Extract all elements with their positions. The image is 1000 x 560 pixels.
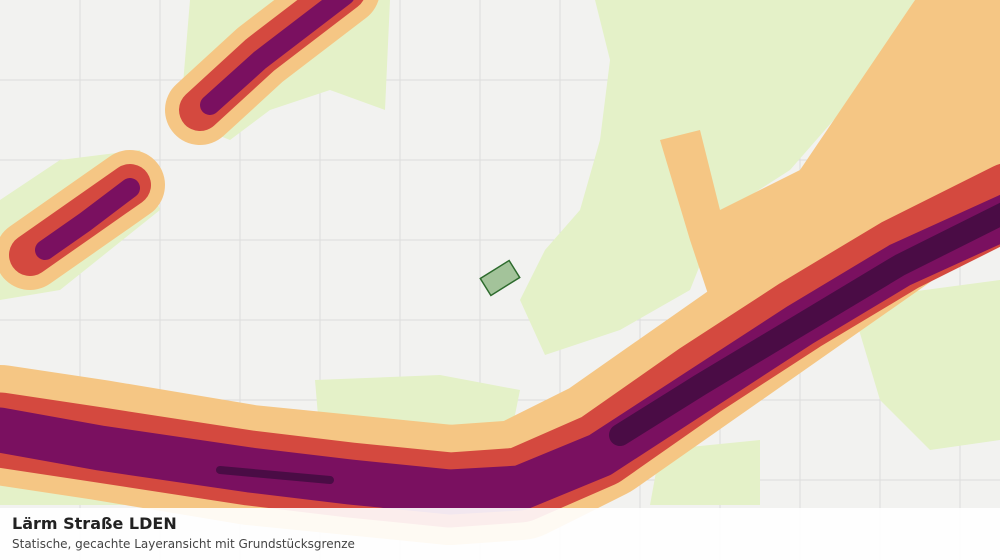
road-northwest bbox=[0, 0, 379, 290]
road-main bbox=[0, 101, 1000, 545]
parcel-boundary bbox=[479, 259, 521, 297]
map-subtitle: Statische, gecachte Layeransicht mit Gru… bbox=[12, 537, 355, 551]
orange-zone bbox=[660, 0, 1000, 300]
caption: Lärm Straße LDEN Statische, gecachte Lay… bbox=[0, 508, 1000, 560]
map-title: Lärm Straße LDEN bbox=[12, 514, 177, 533]
